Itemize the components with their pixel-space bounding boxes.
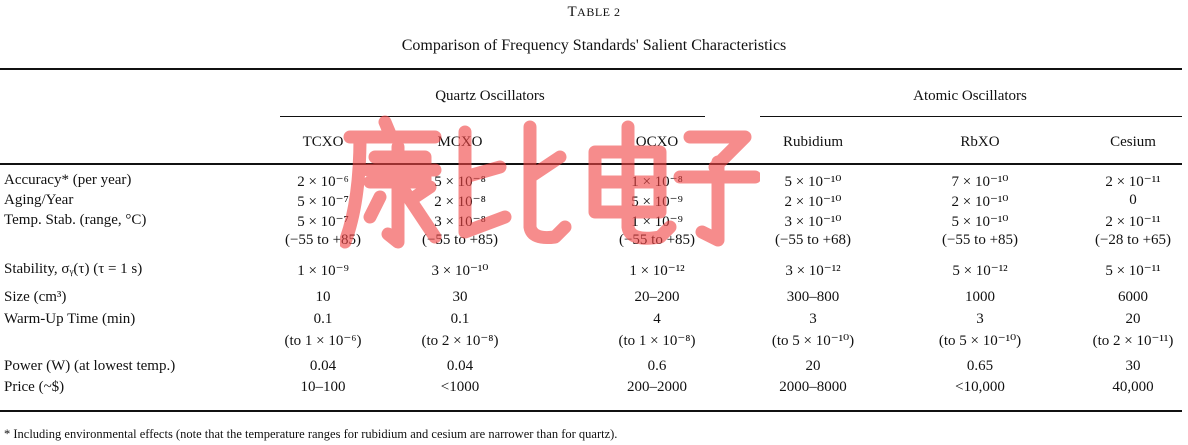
table-cell: 5 × 10⁻¹¹ <box>1105 263 1161 279</box>
table-cell-note: (−55 to +85) <box>284 232 362 248</box>
table-cell: 1000 <box>965 289 995 305</box>
table-cell: 6000 <box>1118 289 1148 305</box>
column-header: RbXO <box>960 134 1000 150</box>
table-cell: 7 × 10⁻¹⁰ <box>951 174 1009 190</box>
table-cell: 20 <box>1125 311 1141 327</box>
table-cell: 0.1 <box>450 311 470 327</box>
group-rule-atomic <box>760 116 1182 117</box>
table-cell-note: (−28 to +65) <box>1094 232 1172 248</box>
column-header: OCXO <box>635 134 679 150</box>
table-cell: 3 × 10⁻⁸ <box>434 214 486 230</box>
table-cell: 20–200 <box>634 289 680 305</box>
table-title: Comparison of Frequency Standards' Salie… <box>401 37 787 54</box>
table-cell: 300–800 <box>786 289 840 305</box>
table-cell: 2 × 10⁻¹⁰ <box>951 194 1009 210</box>
table-cell: <10,000 <box>955 379 1005 395</box>
table-cell: 0.04 <box>309 358 337 374</box>
row-label: Price (~$) <box>4 379 65 395</box>
table-cell-note: (to 1 × 10⁻⁶) <box>284 333 362 349</box>
table-cell: 2 × 10⁻¹¹ <box>1105 214 1161 230</box>
bottom-rule <box>0 410 1182 412</box>
table-cell: 30 <box>1125 358 1141 374</box>
table-cell-note: (−55 to +85) <box>421 232 499 248</box>
table-cell: 0.04 <box>446 358 474 374</box>
table-cell-note: (−55 to +68) <box>774 232 852 248</box>
table-cell: 5 × 10⁻⁸ <box>434 174 486 190</box>
table-cell: 2 × 10⁻⁸ <box>434 194 486 210</box>
table-cell: 3 × 10⁻¹⁰ <box>431 263 489 279</box>
table-cell: 200–2000 <box>627 379 687 395</box>
row-label: Accuracy* (per year) <box>4 172 132 188</box>
row-label: Temp. Stab. (range, °C) <box>4 212 147 228</box>
column-header: Cesium <box>1110 134 1156 150</box>
table-cell: 2 × 10⁻¹⁰ <box>784 194 842 210</box>
table-cell: 0.6 <box>647 358 667 374</box>
column-header: Rubidium <box>782 134 844 150</box>
table-cell: 3 <box>976 311 984 327</box>
table-cell: 4 <box>653 311 661 327</box>
table-cell: <1000 <box>440 379 480 395</box>
group-header-atomic: Atomic Oscillators <box>913 88 1027 104</box>
table-cell: 1 × 10⁻⁹ <box>631 214 683 230</box>
table-cell: 5 × 10⁻⁹ <box>631 194 683 210</box>
column-header: TCXO <box>302 134 344 150</box>
column-header: MCXO <box>437 134 483 150</box>
group-header-quartz: Quartz Oscillators <box>435 88 545 104</box>
table-cell: 2 × 10⁻¹¹ <box>1105 174 1161 190</box>
table-cell: 5 × 10⁻¹² <box>952 263 1008 279</box>
table-cell-note: (to 2 × 10⁻⁸) <box>421 333 499 349</box>
table-cell: 20 <box>805 358 821 374</box>
table-cell: 40,000 <box>1112 379 1154 395</box>
table-cell: 2 × 10⁻⁶ <box>297 174 349 190</box>
table-cell: 3 × 10⁻¹² <box>785 263 841 279</box>
footnote: * Including environmental effects (note … <box>4 427 618 441</box>
row-label: Warm-Up Time (min) <box>4 311 136 327</box>
header-rule <box>0 163 1182 165</box>
table-cell-note: (to 5 × 10⁻¹⁰) <box>771 333 855 349</box>
table-cell-note: (−55 to +85) <box>618 232 696 248</box>
row-label: Size (cm³) <box>4 289 67 305</box>
table-cell: 0 <box>1129 192 1137 208</box>
row-label: Stability, σᵧ(τ) (τ = 1 s) <box>4 261 143 277</box>
table-cell: 5 × 10⁻¹⁰ <box>784 174 842 190</box>
table-cell: 5 × 10⁻⁷ <box>297 194 349 210</box>
table-label: TABLE 2 <box>567 4 621 20</box>
table-cell: 1 × 10⁻⁹ <box>297 263 349 279</box>
table-cell-note: (to 1 × 10⁻⁸) <box>618 333 696 349</box>
row-label: Power (W) (at lowest temp.) <box>4 358 176 374</box>
table-cell: 1 × 10⁻⁸ <box>631 174 683 190</box>
table-cell: 2000–8000 <box>779 379 847 395</box>
table-cell: 10 <box>315 289 331 305</box>
watermark-logo <box>340 115 760 249</box>
table-cell-note: (to 5 × 10⁻¹⁰) <box>938 333 1022 349</box>
table-cell-note: (to 2 × 10⁻¹¹) <box>1092 333 1174 349</box>
table-cell: 5 × 10⁻¹⁰ <box>951 214 1009 230</box>
row-label: Aging/Year <box>4 192 74 208</box>
table-cell-note: (−55 to +85) <box>941 232 1019 248</box>
table-cell: 0.1 <box>313 311 333 327</box>
table-cell: 3 × 10⁻¹⁰ <box>784 214 842 230</box>
table-cell: 30 <box>452 289 468 305</box>
table-cell: 3 <box>809 311 817 327</box>
top-rule <box>0 68 1182 70</box>
table-cell: 1 × 10⁻¹² <box>629 263 685 279</box>
table-cell: 10–100 <box>300 379 346 395</box>
table-cell: 5 × 10⁻⁷ <box>297 214 349 230</box>
table-cell: 0.65 <box>966 358 994 374</box>
group-rule-quartz <box>280 116 705 117</box>
